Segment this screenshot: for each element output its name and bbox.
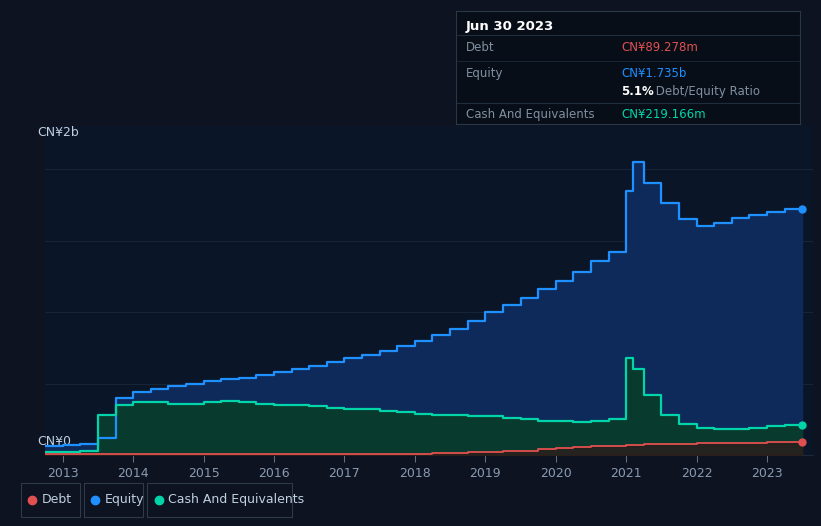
Text: CN¥89.278m: CN¥89.278m: [621, 41, 698, 54]
Text: Debt: Debt: [41, 493, 71, 506]
Text: Equity: Equity: [104, 493, 144, 506]
Text: Cash And Equivalents: Cash And Equivalents: [167, 493, 304, 506]
FancyBboxPatch shape: [148, 483, 292, 518]
Text: Debt/Equity Ratio: Debt/Equity Ratio: [652, 85, 760, 98]
Text: Jun 30 2023: Jun 30 2023: [466, 19, 554, 33]
Text: Cash And Equivalents: Cash And Equivalents: [466, 108, 594, 121]
Text: Debt: Debt: [466, 41, 494, 54]
FancyBboxPatch shape: [21, 483, 80, 518]
Text: CN¥0: CN¥0: [38, 436, 71, 448]
FancyBboxPatch shape: [85, 483, 143, 518]
Text: CN¥1.735b: CN¥1.735b: [621, 67, 686, 80]
Text: CN¥2b: CN¥2b: [38, 126, 80, 139]
Text: CN¥219.166m: CN¥219.166m: [621, 108, 706, 121]
Text: Equity: Equity: [466, 67, 503, 80]
Text: 5.1%: 5.1%: [621, 85, 654, 98]
